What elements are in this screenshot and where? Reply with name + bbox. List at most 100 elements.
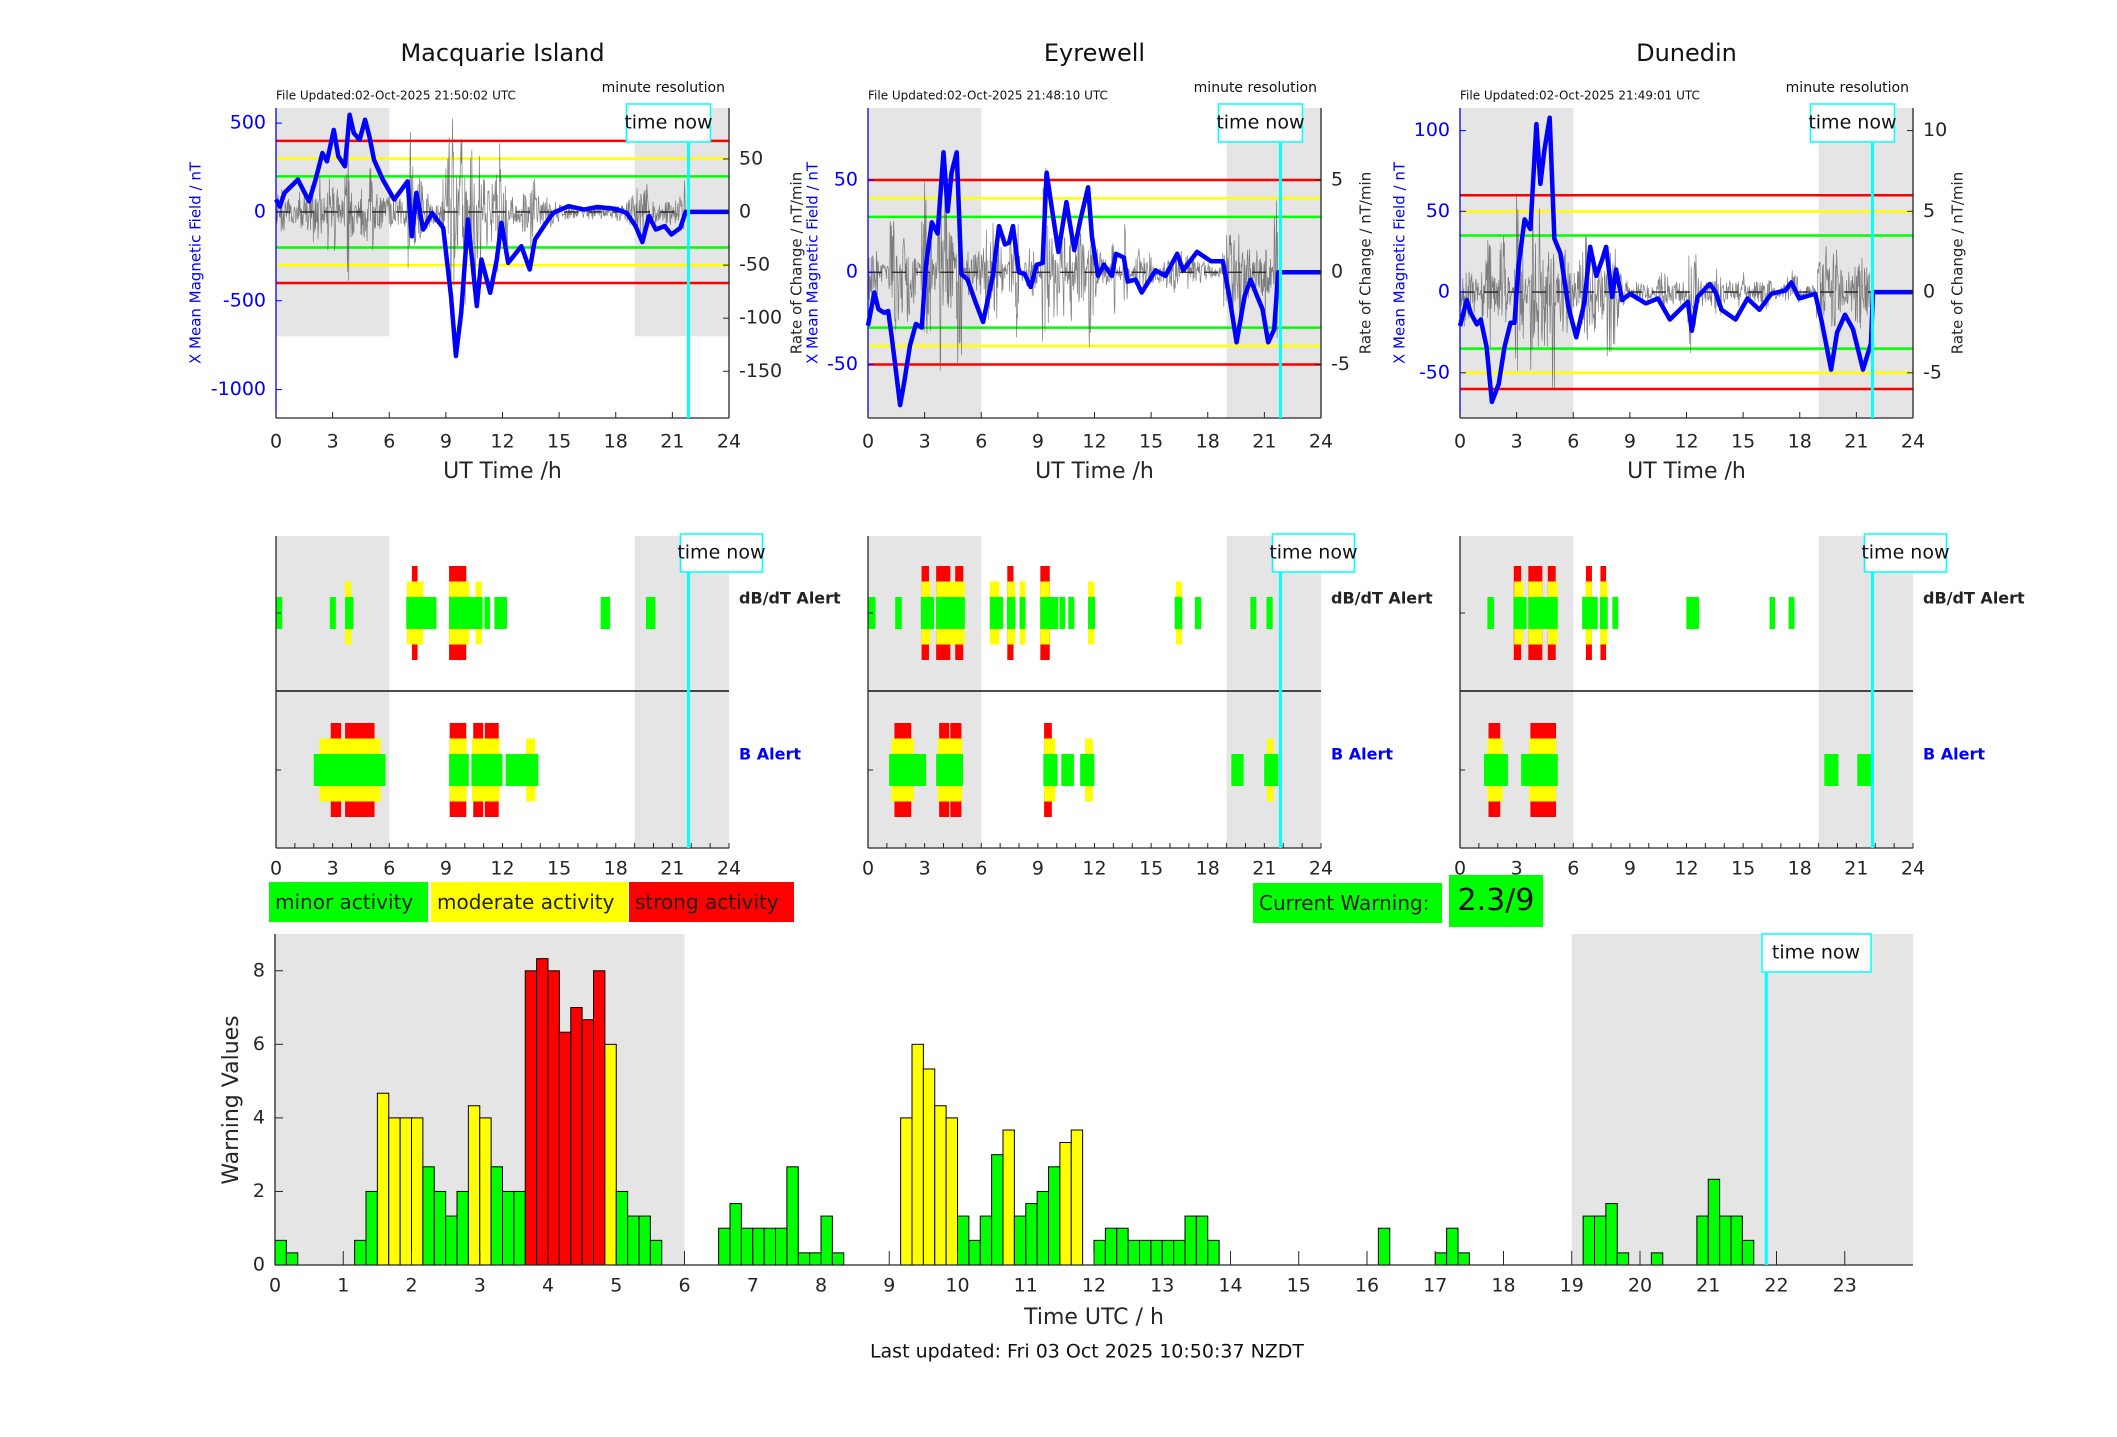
warning-bar [729, 1203, 742, 1266]
station-2-ytick-right-label: 5 [1923, 200, 1935, 222]
station-1-b-alert-green-segment [1043, 754, 1058, 786]
station-2-alert-time-now-box [1863, 533, 1948, 573]
station-1-resolution-label: minute resolution [1194, 80, 1317, 96]
station-0-alert-time-now-label: time now [677, 542, 765, 564]
station-0-alert-night-shade [634, 536, 729, 848]
warning-xtick-label: 15 [1287, 1275, 1311, 1297]
station-2-dbdt-alert-green-segment [1788, 597, 1795, 629]
station-1-b-alert-green-segment [1061, 754, 1074, 786]
station-0-dbdt-alert-green-segment [494, 597, 508, 629]
station-1-dbdt-alert-green-segment [1266, 597, 1273, 629]
warning-xtick-label: 16 [1355, 1275, 1379, 1297]
station-0-ylabel-left: X Mean Magnetic Field / nT [187, 161, 205, 364]
station-2-dbdt-alert-green-segment [1612, 597, 1619, 629]
warning-bar [422, 1166, 435, 1266]
station-0-alert-xtick-label: 0 [270, 858, 282, 880]
station-2-ylabel-right: Rate of Change / nT/min [1949, 172, 1967, 354]
warning-bar [376, 1092, 390, 1266]
warning-bar [365, 1190, 378, 1266]
warning-bar [1139, 1239, 1152, 1266]
station-1-magnetic-field-trace [865, 150, 1321, 408]
station-0-dbdt-alert-green-segment [345, 597, 354, 629]
warning-xtick-label: 3 [474, 1275, 486, 1297]
warning-xtick-label: 9 [883, 1275, 895, 1297]
station-2-b-alert-green-segment [1824, 754, 1839, 786]
warning-xtick-label: 22 [1764, 1275, 1788, 1297]
current-warning-value: 2.3/9 [1449, 875, 1543, 927]
warning-bar [1207, 1239, 1220, 1266]
station-0-magnetic-field-trace [274, 112, 729, 359]
station-1-ytick-right-label: -5 [1331, 353, 1350, 375]
station-2-ytick-left-label: 100 [1414, 119, 1450, 141]
warning-bar [740, 1227, 754, 1266]
station-1-dbdt-alert-green-segment [1019, 597, 1026, 629]
warning-xtick-label: 20 [1628, 1275, 1652, 1297]
warning-xtick-label: 18 [1491, 1275, 1515, 1297]
station-1-xtick-label: 9 [1032, 431, 1044, 453]
station-1-b-alert-green-segment [1264, 754, 1279, 786]
warning-bar [604, 1043, 617, 1266]
warning-xtick-label: 12 [1082, 1275, 1106, 1297]
station-1-xtick-label: 12 [1082, 431, 1106, 453]
warning-xtick-label: 21 [1696, 1275, 1720, 1297]
station-0-alert-xtick-label: 3 [327, 858, 339, 880]
warning-ytick-label: 2 [253, 1180, 265, 1202]
station-1-ytick-left-label: 0 [846, 261, 858, 283]
station-2-xtick-label: 3 [1511, 431, 1523, 453]
warning-bar [922, 1068, 936, 1266]
station-1-dbdt-alert-green-segment [1250, 597, 1257, 629]
warning-bar [1650, 1252, 1664, 1266]
station-2-dbdt-alert-green-segment [1513, 597, 1527, 629]
station-1-dbdt-alert-label: dB/dT Alert [1331, 589, 1433, 608]
station-0-xtick-label: 24 [717, 431, 741, 453]
station-0-dbdt-alert-green-segment [600, 597, 611, 629]
station-0-alert-xtick-label: 18 [604, 858, 628, 880]
warning-bar [1127, 1239, 1140, 1266]
warning-bar [1434, 1252, 1448, 1266]
legend-strong-activity: strong activity [629, 882, 794, 922]
station-2-dbdt-alert-green-segment [1599, 597, 1608, 629]
warning-bar [1730, 1215, 1743, 1266]
station-2-dbdt-alert-green-segment [1686, 597, 1700, 629]
station-2-magnetic-field-trace [1457, 115, 1913, 405]
warning-xtick-label: 11 [1014, 1275, 1038, 1297]
station-2-xtick-label: 21 [1844, 431, 1868, 453]
station-1-dbdt-alert-green-segment [920, 597, 935, 629]
station-1-xtick-label: 6 [975, 431, 987, 453]
warning-bar [388, 1117, 401, 1266]
station-2-xtick-label: 12 [1674, 431, 1698, 453]
station-0-top-time-now-label: time now [624, 112, 712, 134]
station-1-dbdt-alert-green-segment [989, 597, 1004, 629]
warning-time-now-box [1761, 933, 1872, 973]
warning-xtick-label: 13 [1150, 1275, 1174, 1297]
warning-night-shade [1571, 934, 1913, 1265]
warning-bar [1594, 1215, 1607, 1266]
warning-ylabel: Warning Values [219, 1015, 244, 1184]
station-2-b-alert-green-segment [1521, 754, 1558, 786]
warning-bar [490, 1166, 503, 1266]
station-1-ytick-right-label: 5 [1331, 168, 1343, 190]
station-0-rate-of-change-trace [275, 118, 686, 305]
station-2-alert-xtick-label: 3 [1511, 858, 1523, 880]
station-2-ylabel-left: X Mean Magnetic Field / nT [1391, 161, 1409, 364]
station-1-alert-night-shade [1226, 536, 1321, 848]
warning-bar [809, 1252, 822, 1266]
station-2-title: Dunedin [1636, 39, 1737, 67]
warning-bar [433, 1190, 447, 1266]
warning-bar [1104, 1227, 1118, 1266]
warning-bar [524, 970, 538, 1266]
station-1-xlabel: UT Time /h [1035, 459, 1154, 484]
station-2-alert-xtick-label: 6 [1567, 858, 1579, 880]
station-2-rate-of-change-trace [1459, 193, 1870, 391]
warning-bar [479, 1117, 492, 1266]
warning-bar [638, 1215, 651, 1266]
warning-bar [1195, 1215, 1209, 1266]
station-0-b-alert-green-segment [471, 754, 503, 786]
station-2-ytick-right-label: 10 [1923, 119, 1947, 141]
warning-bar [1377, 1227, 1391, 1266]
warning-bar [1173, 1239, 1186, 1266]
last-updated-footer: Last updated: Fri 03 Oct 2025 10:50:37 N… [870, 1341, 1304, 1363]
warning-bar [752, 1227, 765, 1266]
station-0-alert-xtick-label: 21 [660, 858, 684, 880]
station-0-dbdt-alert-green-segment [329, 597, 336, 629]
